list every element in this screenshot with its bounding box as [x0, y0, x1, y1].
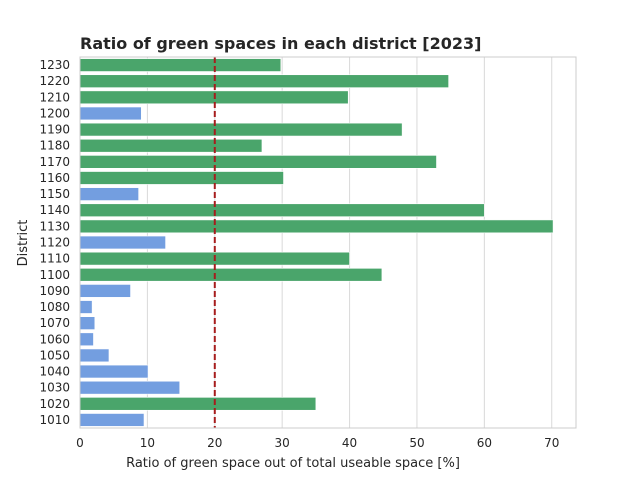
bar-district-1120 — [79, 235, 166, 250]
bar-district-1180 — [79, 138, 263, 153]
bar-district-1020 — [79, 397, 317, 411]
y-tick-label: 1150 — [39, 187, 70, 201]
bar-district-1040 — [79, 364, 149, 379]
plot-border — [79, 56, 577, 429]
y-tick-label: 1030 — [39, 381, 70, 395]
bar-district-1080 — [79, 300, 93, 314]
bar-district-1190 — [79, 122, 403, 137]
bar-district-1050 — [79, 348, 110, 363]
bar-district-1170 — [79, 155, 437, 169]
bar-district-1010 — [79, 413, 145, 427]
bar-district-1220 — [79, 74, 449, 88]
bar-district-1230 — [79, 58, 282, 72]
y-tick-label: 1110 — [39, 252, 70, 266]
bar-district-1090 — [79, 284, 131, 298]
bar-district-1060 — [79, 332, 94, 347]
y-tick-label: 1130 — [39, 219, 70, 233]
y-axis-label: District — [16, 220, 31, 267]
y-tick-label: 1080 — [39, 300, 70, 314]
y-tick-label: 1140 — [39, 203, 70, 217]
y-tick-label: 1100 — [39, 268, 70, 282]
x-tick-label: 20 — [207, 436, 222, 450]
x-tick-label: 70 — [544, 436, 559, 450]
y-tick-label: 1040 — [39, 365, 70, 379]
bar-district-1130 — [79, 219, 554, 234]
y-tick-label: 1180 — [39, 139, 70, 153]
y-tick-label: 1010 — [39, 413, 70, 427]
y-tick-label: 1160 — [39, 171, 70, 185]
y-tick-label: 1060 — [39, 332, 70, 346]
x-tick-label: 10 — [140, 436, 155, 450]
bar-district-1160 — [79, 171, 284, 185]
bar-district-1030 — [79, 380, 181, 395]
y-tick-label: 1210 — [39, 90, 70, 104]
x-tick-labels: 0 10 20 30 40 50 60 70 — [76, 436, 559, 450]
chart-title: Ratio of green spaces in each district [… — [80, 34, 481, 53]
bar-district-1100 — [79, 268, 383, 282]
bar-district-1070 — [79, 316, 96, 330]
y-tick-label: 1090 — [39, 284, 70, 298]
y-tick-label: 1190 — [39, 123, 70, 137]
y-tick-label: 1200 — [39, 106, 70, 120]
y-tick-label: 1230 — [39, 58, 70, 72]
x-tick-label: 60 — [477, 436, 492, 450]
bar-district-1140 — [79, 203, 485, 217]
y-tick-labels: 1230 1220 1210 1200 1190 1180 1170 1160 1150 1140… — [39, 58, 70, 427]
bar-district-1200 — [79, 106, 142, 121]
bars — [79, 58, 554, 427]
y-tick-label: 1070 — [39, 316, 70, 330]
x-axis-label: Ratio of green space out of total useabl… — [126, 456, 460, 471]
y-tick-label: 1170 — [39, 155, 70, 169]
x-tick-label: 0 — [76, 436, 84, 450]
y-tick-label: 1050 — [39, 348, 70, 362]
x-tick-label: 30 — [275, 436, 290, 450]
x-tick-label: 50 — [409, 436, 424, 450]
bar-district-1150 — [79, 187, 139, 201]
x-tick-label: 40 — [342, 436, 357, 450]
y-tick-label: 1020 — [39, 397, 70, 411]
plot-frame — [79, 56, 577, 429]
y-tick-label: 1120 — [39, 236, 70, 250]
y-tick-label: 1220 — [39, 74, 70, 88]
